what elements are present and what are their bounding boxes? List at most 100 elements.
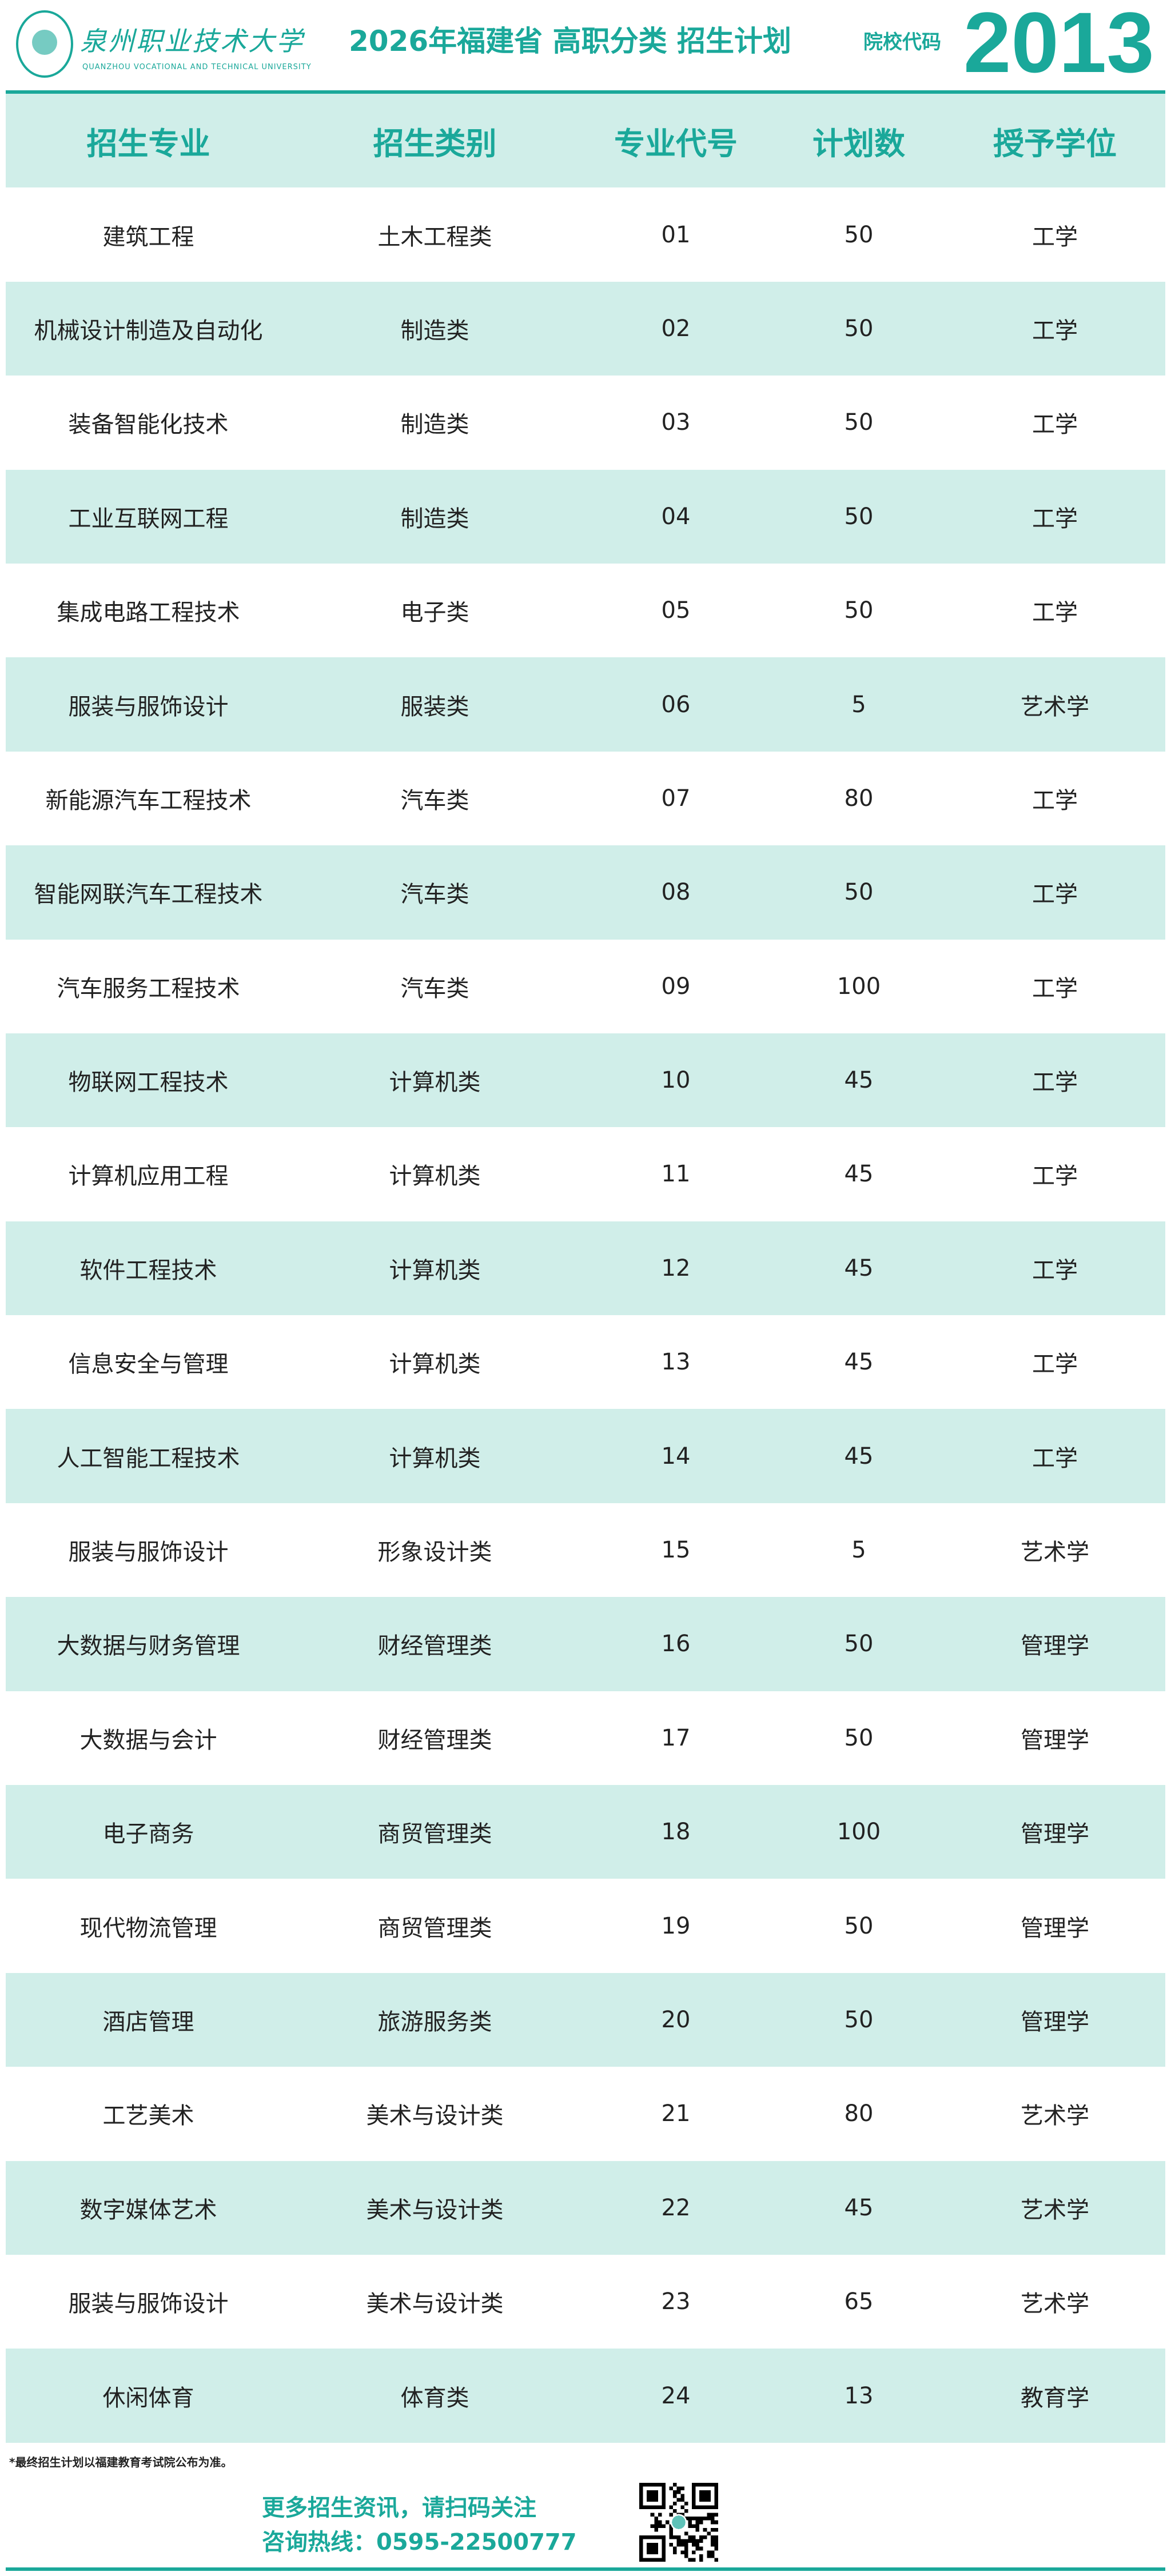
plan-count-cell: 50	[844, 503, 874, 530]
table-row: 汽车服务工程技术 汽车类 09 100 工学	[6, 940, 1165, 1033]
category-cell: 汽车类	[400, 881, 469, 908]
major-cell: 服装与服饰设计	[68, 693, 229, 720]
footnote: *最终招生计划以福建教育考试院公布为准。	[9, 2455, 233, 2469]
degree-cell: 工学	[1032, 317, 1078, 344]
major-cell: 软件工程技术	[79, 1257, 217, 1284]
degree-cell: 艺术学	[1021, 1539, 1089, 1566]
major-cell: 休闲体育	[102, 2385, 194, 2411]
major-cell: 集成电路工程技术	[57, 600, 240, 626]
category-cell: 商贸管理类	[377, 1915, 492, 1942]
degree-cell: 管理学	[1021, 1727, 1089, 1754]
degree-cell: 艺术学	[1021, 2291, 1089, 2318]
qr-code-icon	[639, 2483, 718, 2562]
table-row: 建筑工程 土木工程类 01 50 工学	[6, 187, 1165, 281]
category-cell: 服装类	[400, 693, 469, 720]
plan-count-cell: 50	[844, 2007, 874, 2033]
degree-cell: 工学	[1032, 1257, 1078, 1284]
table-row: 酒店管理 旅游服务类 20 50 管理学	[6, 1972, 1165, 2067]
major-cell: 工业互联网工程	[68, 505, 229, 532]
category-cell: 制造类	[400, 505, 469, 532]
plan-count-cell: 13	[844, 2382, 874, 2409]
plan-count-cell: 50	[844, 315, 874, 342]
category-cell: 商贸管理类	[377, 1821, 492, 1848]
major-cell: 汽车服务工程技术	[57, 975, 240, 1002]
table-row: 休闲体育 体育类 24 13 教育学	[6, 2349, 1165, 2443]
column-header: 计划数	[812, 125, 905, 162]
plan-count-cell: 45	[844, 1443, 874, 1469]
column-header: 专业代号	[614, 125, 738, 162]
major-code-cell: 03	[661, 409, 691, 436]
table-row: 机械设计制造及自动化 制造类 02 50 工学	[6, 281, 1165, 376]
hotline: 咨询热线：0595-22500777	[262, 2529, 577, 2555]
table-row: 电子商务 商贸管理类 18 100 管理学	[6, 1785, 1165, 1879]
plan-count-cell: 50	[844, 1724, 874, 1751]
degree-cell: 工学	[1032, 1163, 1078, 1190]
table-row: 工业互联网工程 制造类 04 50 工学	[6, 469, 1165, 564]
category-cell: 美术与设计类	[366, 2196, 504, 2223]
university-logo: 泉州职业技术大学 QUANZHOU VOCATIONAL AND TECHNIC…	[16, 10, 319, 85]
category-cell: 计算机类	[389, 1445, 481, 1472]
major-cell: 计算机应用工程	[68, 1163, 229, 1190]
category-cell: 汽车类	[400, 975, 469, 1002]
category-cell: 汽车类	[400, 787, 469, 814]
major-code-cell: 12	[661, 1255, 691, 1281]
category-cell: 财经管理类	[377, 1633, 492, 1660]
column-header: 招生专业	[86, 125, 210, 162]
major-code-cell: 10	[661, 1067, 691, 1094]
major-code-cell: 07	[661, 785, 691, 812]
table-row: 物联网工程技术 计算机类 10 45 工学	[6, 1033, 1165, 1128]
header: 泉州职业技术大学 QUANZHOU VOCATIONAL AND TECHNIC…	[0, 0, 1171, 91]
category-cell: 制造类	[400, 317, 469, 344]
major-cell: 机械设计制造及自动化	[34, 317, 263, 344]
page-title: 2026年福建省 高职分类 招生计划	[349, 25, 791, 58]
major-code-cell: 16	[661, 1631, 691, 1658]
table-row: 软件工程技术 计算机类 12 45 工学	[6, 1221, 1165, 1316]
major-cell: 物联网工程技术	[68, 1069, 229, 1096]
degree-cell: 工学	[1032, 223, 1078, 250]
category-cell: 计算机类	[389, 1257, 481, 1284]
bottom-divider	[6, 2567, 1165, 2571]
table-row: 现代物流管理 商贸管理类 19 50 管理学	[6, 1879, 1165, 1972]
degree-cell: 工学	[1032, 787, 1078, 814]
plan-count-cell: 50	[844, 1912, 874, 1939]
table-row: 装备智能化技术 制造类 03 50 工学	[6, 376, 1165, 469]
degree-cell: 管理学	[1021, 2009, 1089, 2035]
degree-cell: 工学	[1032, 505, 1078, 532]
major-code-cell: 05	[661, 597, 691, 624]
table-header-row: 招生专业 招生类别 专业代号 计划数 授予学位	[6, 94, 1165, 188]
major-code-cell: 11	[661, 1161, 691, 1188]
degree-cell: 工学	[1032, 600, 1078, 626]
category-cell: 财经管理类	[377, 1727, 492, 1754]
major-cell: 现代物流管理	[79, 1915, 217, 1942]
degree-cell: 艺术学	[1021, 2103, 1089, 2130]
plan-count-cell: 65	[844, 2289, 874, 2315]
university-seal-icon	[16, 10, 73, 78]
degree-cell: 工学	[1032, 412, 1078, 438]
major-code-cell: 04	[661, 503, 691, 530]
logo-english-name: QUANZHOU VOCATIONAL AND TECHNICAL UNIVER…	[82, 63, 312, 71]
category-cell: 形象设计类	[377, 1539, 492, 1566]
table-row: 大数据与会计 财经管理类 17 50 管理学	[6, 1691, 1165, 1785]
major-code-cell: 21	[661, 2100, 691, 2127]
table-row: 服装与服饰设计 美术与设计类 23 65 艺术学	[6, 2255, 1165, 2349]
top-divider	[6, 90, 1165, 94]
plan-count-cell: 45	[844, 1255, 874, 1281]
major-code-cell: 22	[661, 2194, 691, 2221]
logo-name: 泉州职业技术大学	[80, 26, 304, 57]
major-cell: 大数据与会计	[79, 1727, 217, 1754]
major-code-cell: 06	[661, 691, 691, 718]
degree-cell: 管理学	[1021, 1821, 1089, 1848]
table-row: 大数据与财务管理 财经管理类 16 50 管理学	[6, 1597, 1165, 1691]
degree-cell: 管理学	[1021, 1915, 1089, 1942]
major-cell: 智能网联汽车工程技术	[34, 881, 263, 908]
table-row: 计算机应用工程 计算机类 11 45 工学	[6, 1127, 1165, 1221]
major-cell: 信息安全与管理	[68, 1351, 229, 1378]
column-header: 授予学位	[993, 125, 1117, 162]
major-cell: 电子商务	[102, 1821, 194, 1848]
plan-count-cell: 50	[844, 409, 874, 436]
table-row: 集成电路工程技术 电子类 05 50 工学	[6, 564, 1165, 657]
degree-cell: 工学	[1032, 975, 1078, 1002]
table-row: 智能网联汽车工程技术 汽车类 08 50 工学	[6, 845, 1165, 940]
degree-cell: 工学	[1032, 1351, 1078, 1378]
major-code-cell: 19	[661, 1912, 691, 1939]
